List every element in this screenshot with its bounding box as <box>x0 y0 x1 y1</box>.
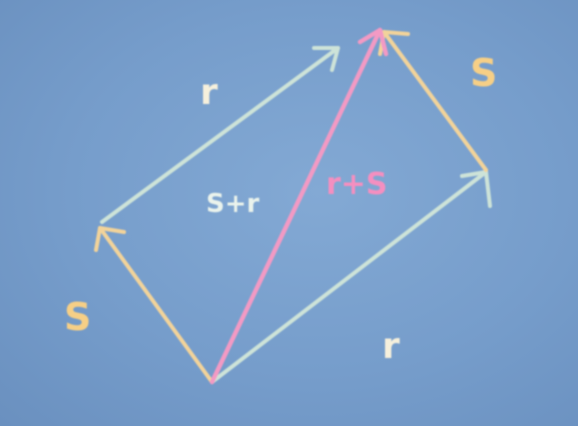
label-s-right: S <box>470 51 497 95</box>
vector-sum-diagonal <box>209 27 389 385</box>
label-r-bottom: r <box>382 326 400 367</box>
vector-s-right <box>378 30 488 172</box>
label-r-top: r <box>200 72 218 113</box>
label-s-plus-r: S+r <box>206 189 260 219</box>
label-r-plus-s: r+S <box>326 167 388 202</box>
vector-s-left <box>94 226 214 384</box>
label-s-left: S <box>64 295 91 339</box>
vector-r-top <box>100 46 340 224</box>
